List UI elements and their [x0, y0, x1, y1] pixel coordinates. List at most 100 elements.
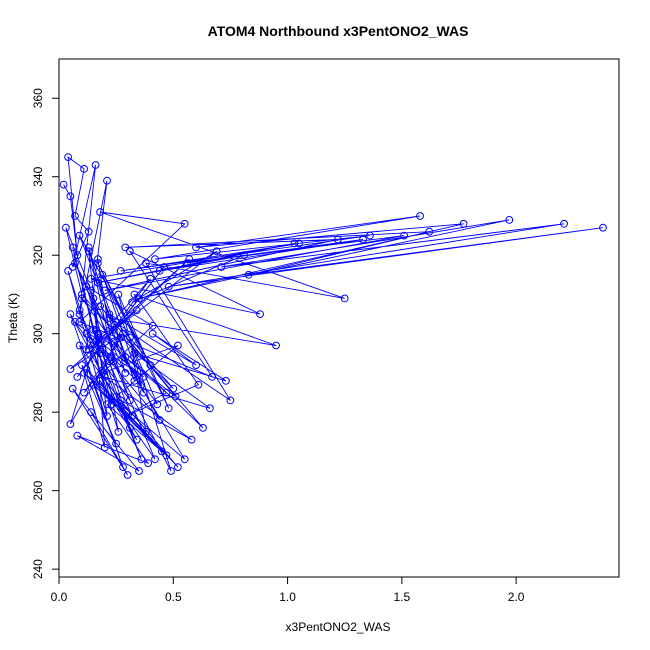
data-point: [87, 408, 95, 417]
data-point: [130, 349, 139, 358]
data-point: [137, 455, 146, 464]
data-point: [135, 467, 143, 475]
data-point: [192, 243, 201, 252]
data-point: [112, 439, 120, 448]
data-point: [290, 239, 299, 248]
data-point: [98, 345, 107, 354]
data-point: [366, 231, 374, 240]
data-point: [64, 267, 72, 275]
data-point: [119, 329, 127, 338]
y-tick-label: 260: [31, 480, 45, 500]
data-point: [110, 357, 118, 366]
data-point: [75, 310, 84, 319]
data-point: [139, 388, 148, 397]
data-point: [75, 231, 84, 240]
data-point: [125, 396, 134, 405]
data-point: [164, 404, 173, 413]
data-point: [62, 223, 70, 232]
data-point: [208, 373, 217, 381]
data-point: [94, 255, 102, 264]
data-point: [73, 373, 82, 381]
data-point: [416, 212, 425, 220]
data-point: [78, 294, 86, 303]
data-point: [87, 274, 95, 283]
data-point: [560, 219, 568, 228]
data-point: [142, 427, 150, 436]
data-point: [96, 376, 104, 385]
data-point: [132, 306, 141, 315]
data-point: [103, 412, 111, 421]
data-point: [244, 270, 253, 279]
data-point: [103, 400, 111, 409]
data-point: [160, 263, 169, 271]
data-point: [174, 463, 182, 472]
data-point: [128, 298, 137, 307]
data-point: [98, 270, 107, 279]
data-point: [334, 235, 342, 244]
data-point: [105, 357, 114, 366]
data-point: [68, 243, 77, 252]
data-point: [71, 212, 79, 220]
y-axis-label: Theta (K): [6, 293, 20, 343]
data-point: [84, 227, 93, 236]
data-point: [158, 447, 166, 456]
data-point: [103, 176, 111, 185]
data-point: [125, 247, 134, 256]
data-point: [84, 247, 93, 256]
data-point: [89, 325, 98, 334]
data-point: [192, 361, 201, 370]
data-point: [59, 180, 68, 189]
data-point: [80, 165, 88, 173]
data-point: [114, 427, 123, 436]
data-point: [71, 318, 79, 326]
data-point: [256, 310, 265, 319]
chart-title: ATOM4 Northbound x3PentONO2_WAS: [208, 23, 469, 39]
y-tick-label: 340: [31, 166, 45, 186]
data-point: [144, 459, 153, 468]
data-point: [68, 384, 77, 393]
x-tick-label: 2.0: [508, 590, 525, 604]
y-tick-label: 300: [31, 323, 45, 343]
data-point: [146, 361, 155, 370]
data-point: [164, 282, 173, 291]
data-point: [180, 219, 189, 228]
data-point: [425, 227, 434, 236]
data-point: [180, 455, 189, 464]
data-point: [78, 361, 86, 370]
x-tick-label: 1.5: [394, 590, 411, 604]
data-point: [82, 282, 91, 291]
data-point: [505, 216, 514, 224]
data-point: [125, 424, 134, 432]
data-point: [87, 286, 95, 295]
data-point: [66, 420, 75, 428]
data-point: [400, 231, 409, 240]
y-tick-label: 240: [31, 559, 45, 579]
data-point: [114, 290, 123, 299]
data-point: [91, 337, 100, 346]
data-point: [116, 396, 125, 405]
data-point: [155, 267, 164, 275]
data-point: [94, 329, 102, 338]
data-point: [96, 349, 104, 358]
y-tick-label: 360: [31, 88, 45, 108]
data-point: [105, 314, 114, 322]
data-point: [73, 251, 82, 260]
data-point: [110, 325, 118, 334]
data-point: [130, 376, 139, 385]
data-point: [91, 161, 100, 169]
data-point: [123, 471, 132, 479]
data-point: [169, 384, 178, 393]
data-point: [217, 263, 226, 271]
data-point: [199, 424, 207, 432]
data-point: [295, 239, 303, 248]
series-line: [63, 156, 604, 476]
data-point: [80, 388, 88, 397]
data-point: [84, 243, 93, 252]
data-point: [146, 274, 155, 283]
data-point: [89, 294, 98, 303]
data-point: [100, 373, 109, 381]
data-point: [75, 341, 84, 350]
y-axis: 240 260 280 300 320 340 360: [31, 88, 60, 579]
data-point: [96, 208, 104, 216]
x-tick-label: 1.0: [279, 590, 296, 604]
